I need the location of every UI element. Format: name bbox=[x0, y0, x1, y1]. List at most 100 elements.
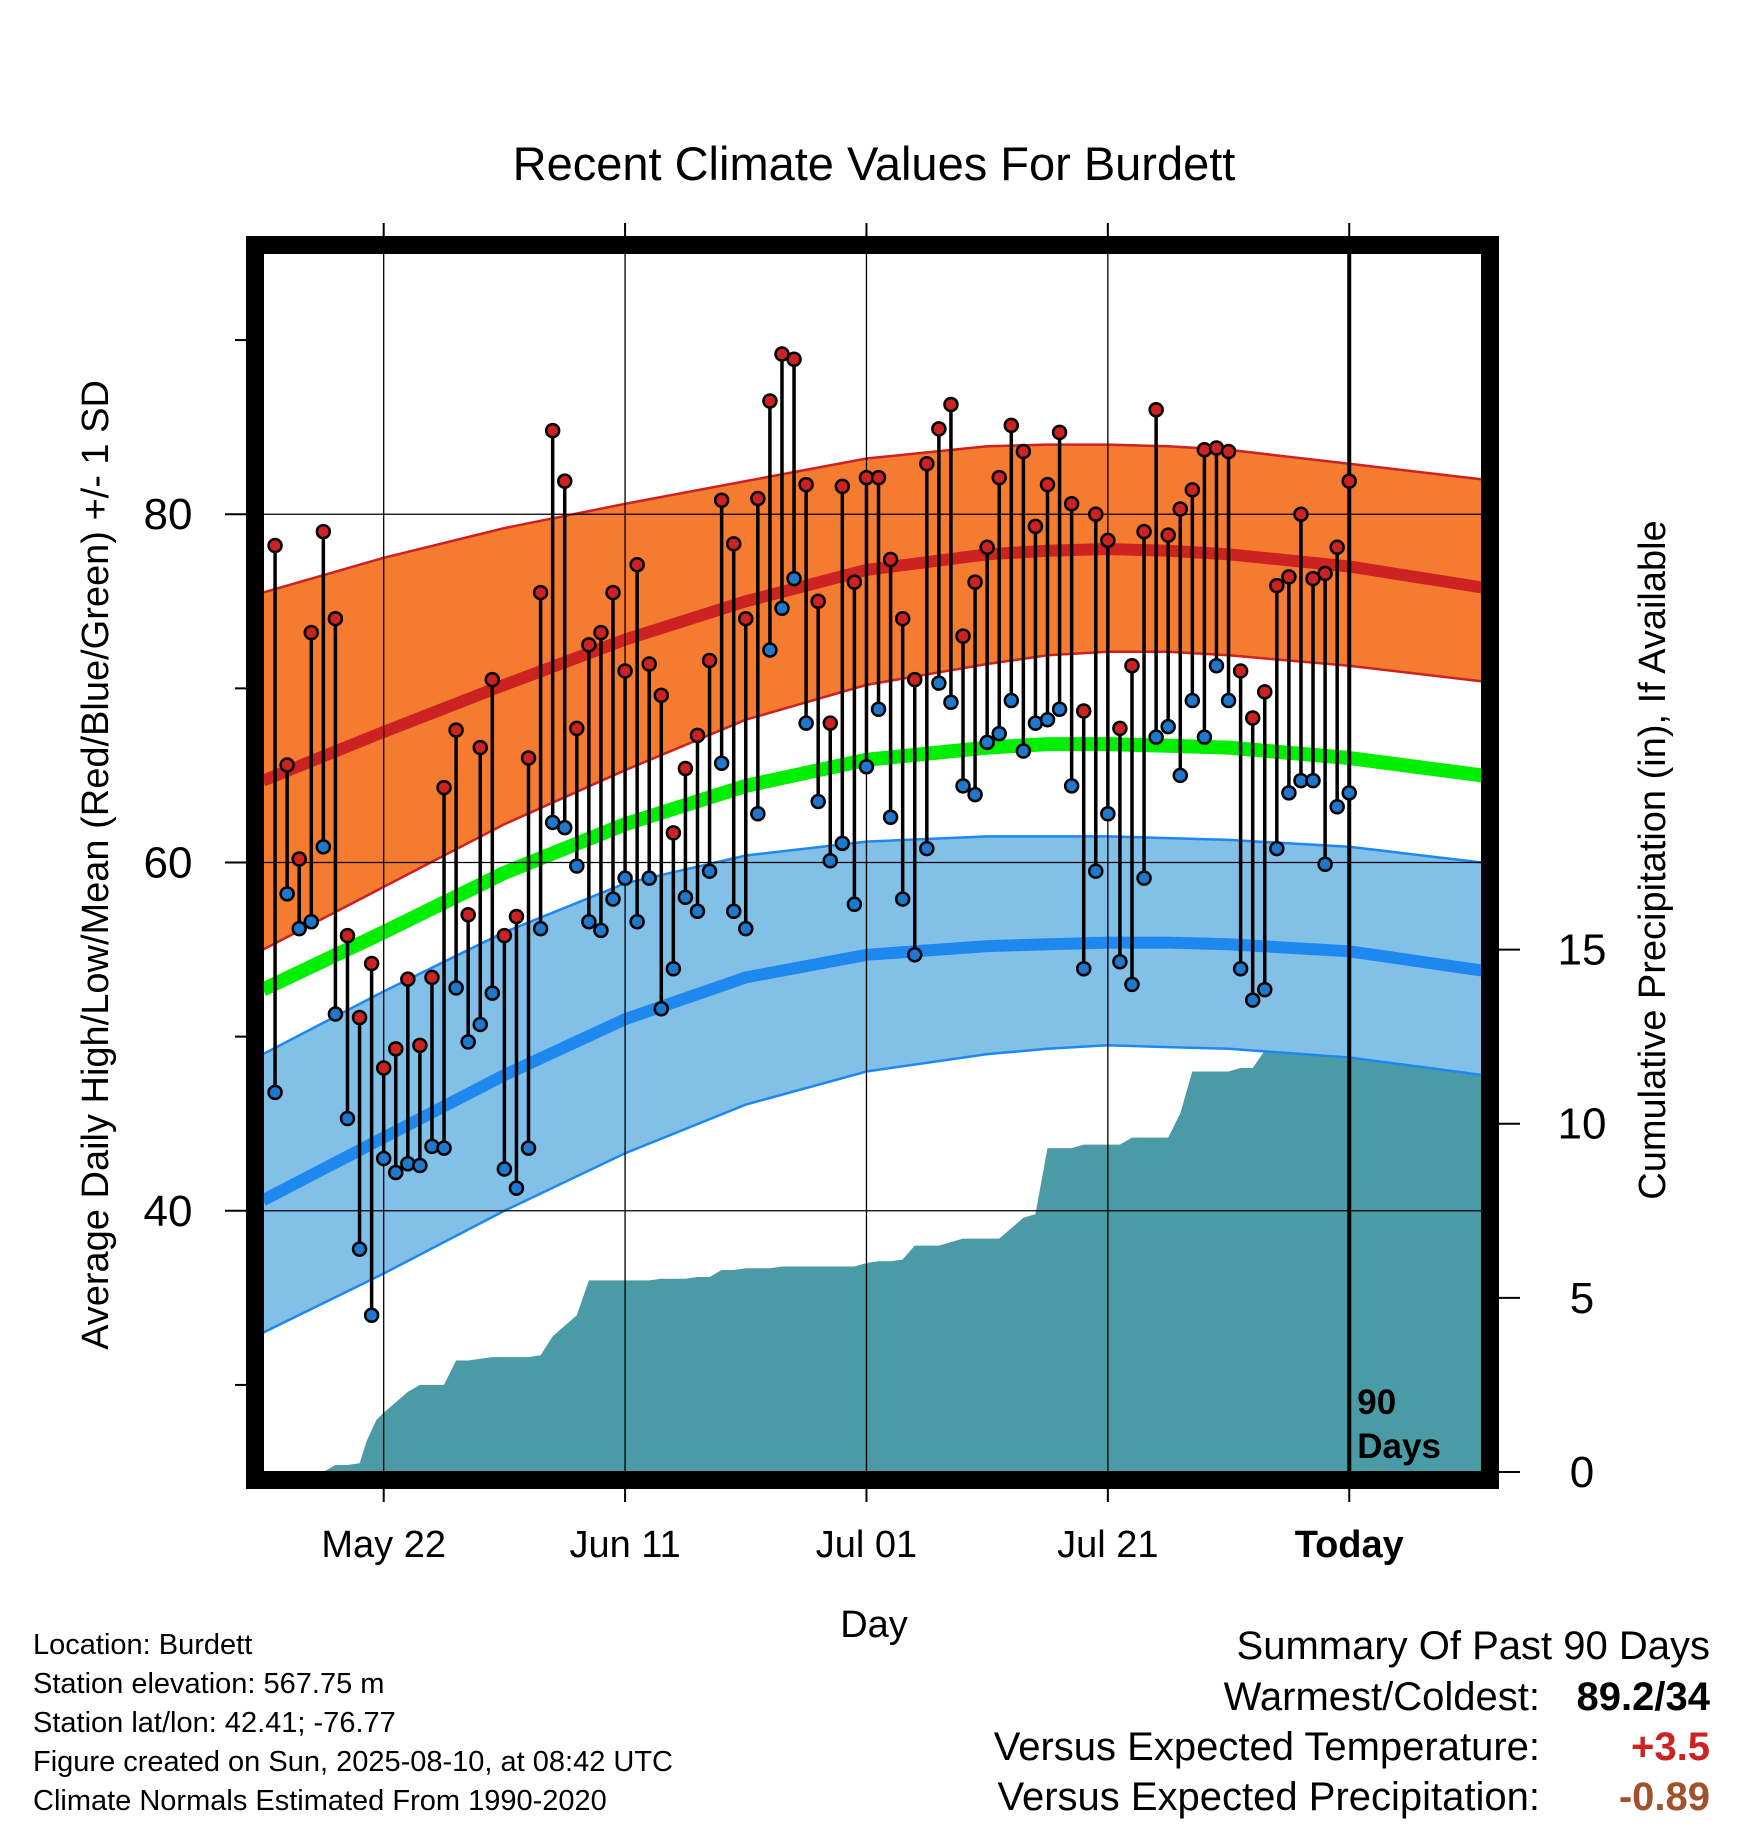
daily-low-point bbox=[629, 913, 645, 930]
daily-high-point bbox=[520, 750, 537, 766]
daily-high-point bbox=[1063, 496, 1080, 512]
daily-high-point bbox=[448, 722, 464, 738]
daily-low-point bbox=[303, 913, 320, 930]
daily-low-point bbox=[556, 819, 573, 836]
daily-low-point bbox=[919, 840, 935, 857]
daily-low-point bbox=[894, 891, 911, 907]
daily-high-point bbox=[1317, 565, 1333, 582]
daily-high-point bbox=[882, 551, 899, 568]
daily-low-point bbox=[1244, 992, 1261, 1008]
daily-high-point bbox=[677, 760, 694, 777]
daily-high-point bbox=[834, 478, 851, 495]
daily-low-point bbox=[882, 809, 899, 825]
daily-low-point bbox=[762, 642, 778, 658]
y2-axis-label: Cumulative Precipitation (in), If Availa… bbox=[1632, 520, 1674, 1199]
daily-low-point bbox=[1100, 805, 1116, 822]
daily-high-point bbox=[713, 492, 730, 509]
daily-low-point bbox=[991, 725, 1007, 742]
daily-low-point bbox=[436, 1140, 452, 1156]
daily-high-point bbox=[1184, 482, 1201, 498]
daily-low-point bbox=[1208, 657, 1225, 674]
daily-high-point bbox=[363, 955, 380, 972]
daily-high-point bbox=[1148, 401, 1164, 418]
daily-high-point bbox=[919, 455, 935, 472]
daily-low-point bbox=[1317, 856, 1333, 872]
daily-high-point bbox=[1160, 527, 1176, 543]
daily-low-point bbox=[1184, 692, 1201, 709]
daily-high-point bbox=[412, 1037, 428, 1054]
summary-panel: Summary Of Past 90 Days Warmest/Coldest:… bbox=[994, 1620, 1710, 1822]
daily-low-point bbox=[750, 805, 766, 822]
daily-low-point bbox=[363, 1307, 380, 1324]
daily-high-point bbox=[351, 1009, 368, 1026]
daily-low-point bbox=[967, 786, 983, 803]
daily-high-point bbox=[315, 523, 332, 540]
daily-high-point bbox=[1124, 657, 1140, 674]
daily-low-point bbox=[1160, 718, 1176, 735]
daily-high-point bbox=[1003, 417, 1020, 434]
daily-high-point bbox=[653, 687, 670, 704]
daily-low-point bbox=[508, 1180, 525, 1196]
daily-low-point bbox=[279, 886, 295, 902]
y-tick-label: 80 bbox=[144, 490, 193, 539]
y2-tick-label: 15 bbox=[1558, 926, 1607, 975]
daily-high-point bbox=[532, 584, 549, 601]
daily-low-point bbox=[774, 600, 790, 617]
daily-low-point bbox=[1329, 799, 1345, 815]
daily-high-point bbox=[593, 624, 609, 641]
daily-low-point bbox=[641, 870, 657, 886]
daily-high-point bbox=[1051, 424, 1068, 441]
daily-low-point bbox=[955, 778, 971, 794]
daily-high-point bbox=[1112, 720, 1128, 737]
daily-high-point bbox=[979, 539, 995, 556]
daily-high-point bbox=[738, 610, 754, 627]
daily-low-point bbox=[1172, 767, 1189, 784]
warmest-coldest-value: 89.2/34 bbox=[1576, 1675, 1710, 1719]
location-text: Location: Burdett bbox=[33, 1629, 253, 1661]
daily-high-point bbox=[291, 851, 307, 867]
daily-low-point bbox=[593, 922, 609, 939]
daily-high-point bbox=[991, 469, 1007, 486]
daily-high-point bbox=[472, 739, 488, 756]
daily-high-point bbox=[689, 727, 706, 744]
x-axis-label: Day bbox=[840, 1604, 908, 1646]
daily-low-point bbox=[327, 1006, 344, 1022]
daily-low-point bbox=[496, 1161, 513, 1177]
precip-anomaly-value: -0.89 bbox=[1618, 1775, 1710, 1819]
daily-low-point bbox=[412, 1157, 428, 1174]
daily-high-point bbox=[1329, 539, 1345, 556]
created-text: Figure created on Sun, 2025-08-10, at 08… bbox=[33, 1746, 673, 1778]
daily-high-point bbox=[943, 396, 959, 413]
daily-low-point bbox=[1136, 870, 1152, 886]
daily-low-point bbox=[846, 896, 863, 913]
daily-high-point bbox=[1281, 569, 1297, 585]
daily-low-point bbox=[1088, 863, 1104, 879]
daily-high-point bbox=[641, 656, 657, 672]
daily-high-point bbox=[906, 671, 923, 688]
daily-low-point bbox=[822, 853, 839, 869]
x-tick-label: May 22 bbox=[321, 1524, 446, 1566]
daily-low-point bbox=[1063, 778, 1080, 794]
daily-low-point bbox=[351, 1241, 368, 1257]
daily-low-point bbox=[581, 913, 597, 930]
daily-high-point bbox=[1015, 443, 1032, 460]
daily-low-point bbox=[1232, 960, 1249, 977]
daily-high-point bbox=[327, 610, 344, 627]
daily-low-point bbox=[569, 858, 585, 874]
daily-low-point bbox=[713, 755, 730, 771]
daily-low-point bbox=[834, 835, 851, 852]
precip-anomaly-label: Versus Expected Precipitation: bbox=[997, 1775, 1540, 1819]
daily-low-point bbox=[520, 1140, 537, 1156]
daily-high-point bbox=[460, 906, 476, 923]
daily-low-point bbox=[738, 920, 754, 937]
y2-tick-label: 0 bbox=[1570, 1448, 1594, 1497]
daily-high-point bbox=[1136, 523, 1152, 540]
daily-high-point bbox=[822, 715, 839, 731]
daily-low-point bbox=[786, 570, 802, 587]
daily-high-point bbox=[1257, 684, 1273, 700]
daily-high-point bbox=[967, 574, 983, 590]
daily-low-point bbox=[1281, 785, 1297, 801]
daily-low-point bbox=[689, 903, 706, 920]
daily-low-point bbox=[858, 758, 875, 775]
